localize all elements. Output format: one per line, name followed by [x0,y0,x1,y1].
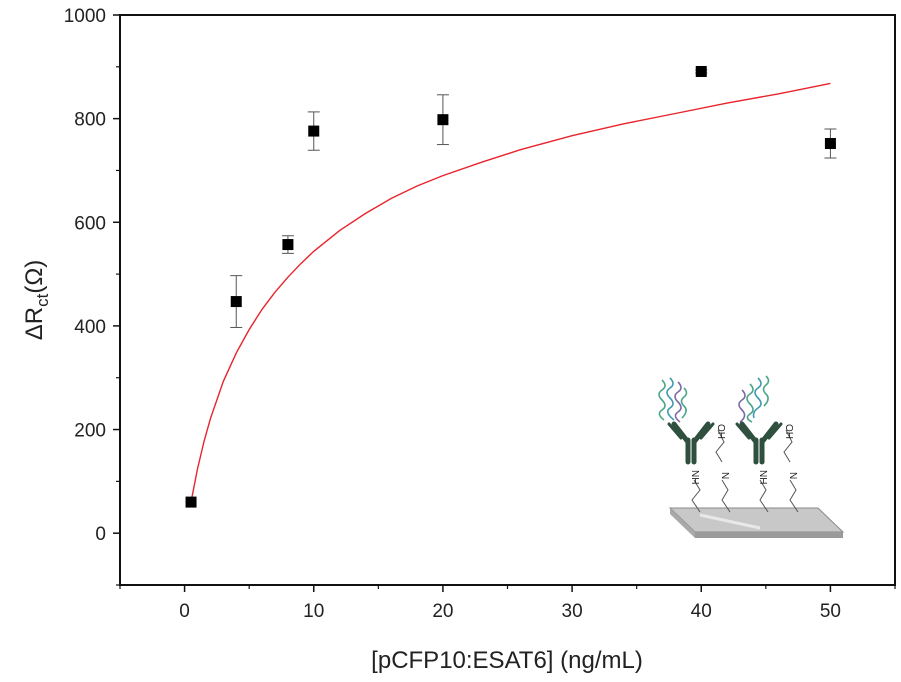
x-tick-label: 10 [303,601,324,622]
x-tick-label: 40 [691,601,712,622]
antigen-protein-icon [738,375,770,423]
antibody-icon [735,421,783,465]
x-tick-label: 30 [562,601,583,622]
y-axis-title-suffix: (Ω) [21,260,48,294]
data-point [230,296,242,308]
data-point [695,65,707,77]
inset-label-oh: OH [715,424,726,439]
data-point [437,114,449,126]
linker-chain [783,429,793,463]
x-tick-label: 20 [432,601,453,622]
data-point [185,496,197,508]
surface-highlight [699,513,761,530]
inset-label-n: N [787,472,798,479]
y-axis-title: ΔRct(Ω) [21,260,52,341]
electrode-surface-side [670,508,695,538]
linker-chain [721,479,731,513]
fit-curve-layer [190,82,831,503]
inset-label-oh: OH [783,424,794,439]
y-tick-label: 400 [74,317,106,338]
inset-label-nh: NH [689,470,700,484]
inset-label-nh: NH [757,470,768,484]
tick-labels-layer: 0 10 20 30 40 50 0 200 400 600 800 1000 [64,6,841,622]
y-tick-label: 200 [74,421,106,442]
x-tick-label: 0 [179,601,190,622]
data-point [308,125,320,137]
x-tick-label: 50 [820,601,841,622]
antigen-protein-icon [658,377,688,423]
y-axis-title-subscript: ct [33,293,52,307]
data-points-layer [185,65,837,508]
linker-chain [759,479,769,513]
linker-chain [715,429,725,463]
antibody-icon [667,421,715,465]
axis-ticks [113,14,896,592]
y-tick-label: 1000 [64,6,106,27]
data-point [282,239,294,251]
linker-chain [691,479,701,513]
y-tick-label: 0 [95,524,106,545]
linker-chain [789,479,799,513]
x-axis-title: [pCFP10:ESAT6] (ng/mL) [371,647,643,674]
inset-label-n: N [719,472,730,479]
electrode-surface-edge [695,532,843,538]
y-tick-label: 800 [74,110,106,131]
data-point [824,138,836,150]
y-axis-title-prefix: ΔR [21,307,48,340]
sensor-surface-schematic: NH N OH NH N OH [658,375,845,538]
y-tick-label: 600 [74,213,106,234]
plot-frame [119,14,896,586]
fit-curve [190,82,831,503]
